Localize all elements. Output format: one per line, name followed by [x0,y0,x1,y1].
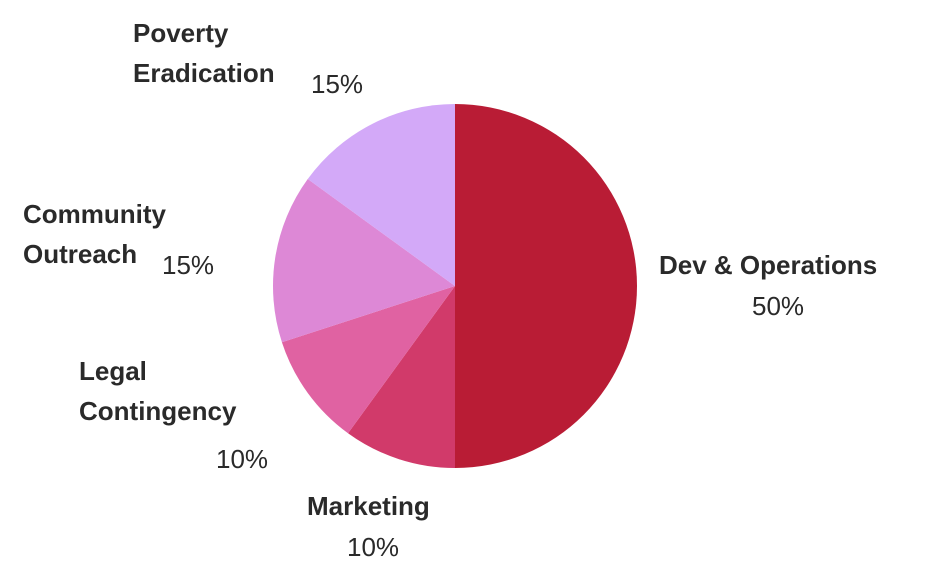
slice-label-legal-contingency: Legal Contingency [79,356,237,426]
pie-slice-legal-contingency [281,286,455,434]
slice-value-marketing: 10% [347,532,400,562]
slice-value-community-outreach: 15% [162,250,215,280]
slice-value-poverty-eradication: 15% [311,69,364,99]
slice-label-marketing: Marketing [307,491,430,521]
slice-value-legal-contingency: 10% [216,444,269,474]
slice-label-dev-operations: Dev & Operations [659,250,878,280]
pie-slice-dev-operations [455,104,637,468]
slice-label-community-outreach: Community Outreach [23,199,166,269]
slice-value-dev-operations: 50% [752,291,805,321]
pie-slice-community-outreach [273,179,455,343]
pie-slice-poverty-eradication [307,103,455,286]
slice-label-poverty-eradication: Poverty Eradication [133,18,275,88]
pie-slice-marketing [348,286,455,468]
